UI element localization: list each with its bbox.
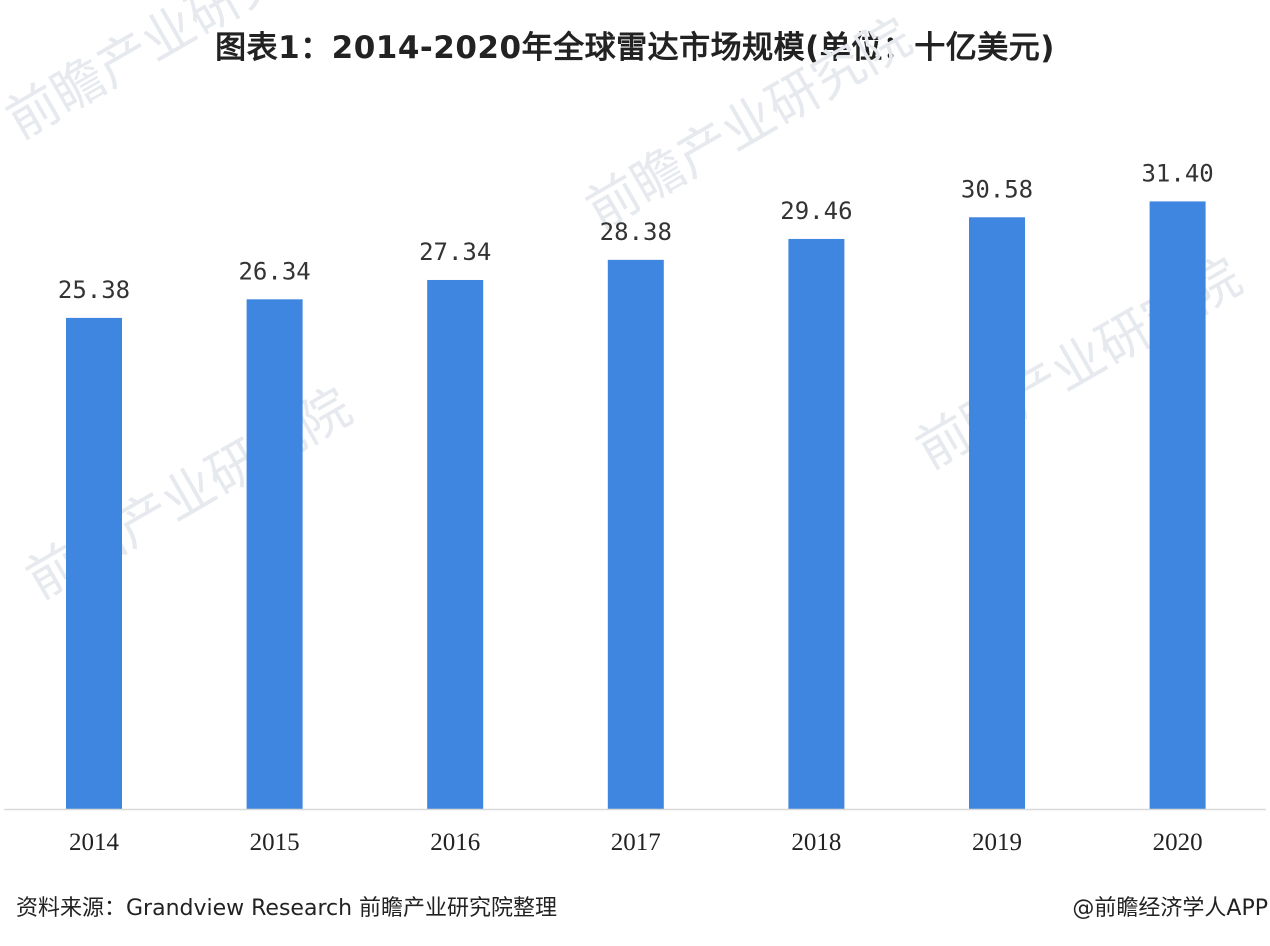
x-tick-label-2015: 2015 (250, 829, 300, 856)
value-label-2017: 28.38 (600, 218, 672, 246)
bar-2019 (969, 217, 1025, 810)
x-tick-labels-group: 2014 2015 2016 2017 2018 2019 2020 (69, 829, 1203, 856)
bars-group (66, 201, 1206, 810)
value-label-2014: 25.38 (58, 276, 130, 304)
x-tick-label-2020: 2020 (1153, 829, 1203, 856)
watermark-text: 前瞻产业研究院 (0, 0, 342, 151)
value-label-2015: 26.34 (238, 257, 310, 285)
source-note: 资料来源：Grandview Research 前瞻产业研究院整理 (16, 896, 558, 921)
chart-title: 图表1：2014-2020年全球雷达市场规模(单位：十亿美元) (215, 30, 1055, 66)
credit-note: @前瞻经济学人APP (1072, 896, 1268, 921)
x-tick-label-2017: 2017 (611, 829, 661, 856)
bar-2014 (66, 317, 122, 809)
bar-2016 (427, 279, 484, 809)
watermark-text: 前瞻产业研究院 (577, 7, 922, 241)
x-tick-label-2014: 2014 (69, 829, 120, 856)
value-label-2016: 27.34 (419, 238, 491, 266)
value-label-2019: 30.58 (961, 175, 1033, 203)
bar-2017 (607, 259, 664, 809)
bar-2018 (788, 238, 845, 810)
x-tick-label-2016: 2016 (430, 829, 480, 856)
bar-2020 (1149, 201, 1206, 809)
x-tick-label-2019: 2019 (972, 829, 1022, 856)
x-tick-label-2018: 2018 (791, 829, 841, 856)
value-label-2018: 29.46 (780, 197, 852, 225)
value-label-2020: 31.40 (1141, 159, 1213, 187)
bar-2015 (246, 299, 303, 809)
value-labels-group: 25.38 26.34 27.34 28.38 29.46 30.58 31.40 (58, 159, 1214, 303)
